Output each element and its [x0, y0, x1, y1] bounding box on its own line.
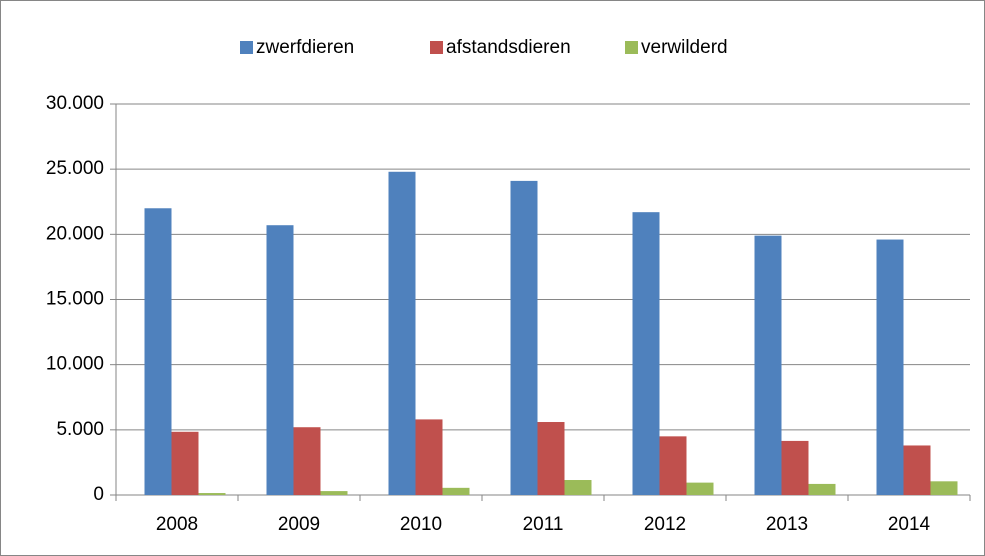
y-tick-label: 10.000: [46, 354, 104, 375]
bar: [659, 436, 687, 495]
legend-label: verwilderd: [641, 37, 728, 58]
bar: [293, 427, 321, 495]
x-tick-label: 2013: [766, 514, 808, 535]
x-tick-label: 2008: [156, 514, 198, 535]
bar: [266, 225, 294, 495]
bar: [930, 481, 958, 495]
bar: [442, 487, 470, 495]
bar: [144, 208, 172, 495]
y-tick-label: 5.000: [56, 419, 104, 440]
legend: zwerfdieren afstandsdieren verwilderd: [240, 37, 728, 58]
bar: [876, 239, 904, 495]
bar: [808, 483, 836, 495]
x-tick-label: 2012: [644, 514, 686, 535]
bar: [564, 480, 592, 495]
legend-swatch: [625, 41, 638, 54]
x-tick-label: 2009: [278, 514, 320, 535]
bar: [781, 440, 809, 495]
y-tick-label: 30.000: [46, 93, 104, 114]
bar: [198, 493, 226, 495]
bar: [388, 171, 416, 496]
y-tick-label: 0: [93, 484, 104, 505]
bar: [171, 431, 199, 495]
y-tick-label: 25.000: [46, 158, 104, 179]
y-tick-label: 15.000: [46, 289, 104, 310]
x-tick-label: 2014: [888, 514, 931, 535]
y-tick-label: 20.000: [46, 223, 104, 244]
legend-label: zwerfdieren: [256, 37, 354, 58]
bar: [510, 180, 538, 495]
legend-label: afstandsdieren: [446, 37, 571, 58]
legend-swatch: [430, 41, 443, 54]
bar: [754, 235, 782, 496]
bar: [320, 491, 348, 495]
x-tick-label: 2011: [523, 514, 564, 535]
bar: [632, 212, 660, 495]
x-tick-label: 2010: [400, 514, 442, 535]
legend-swatch: [240, 41, 253, 54]
bar: [903, 445, 931, 495]
bar: [415, 419, 443, 495]
bar: [686, 482, 714, 495]
bar: [537, 422, 565, 495]
